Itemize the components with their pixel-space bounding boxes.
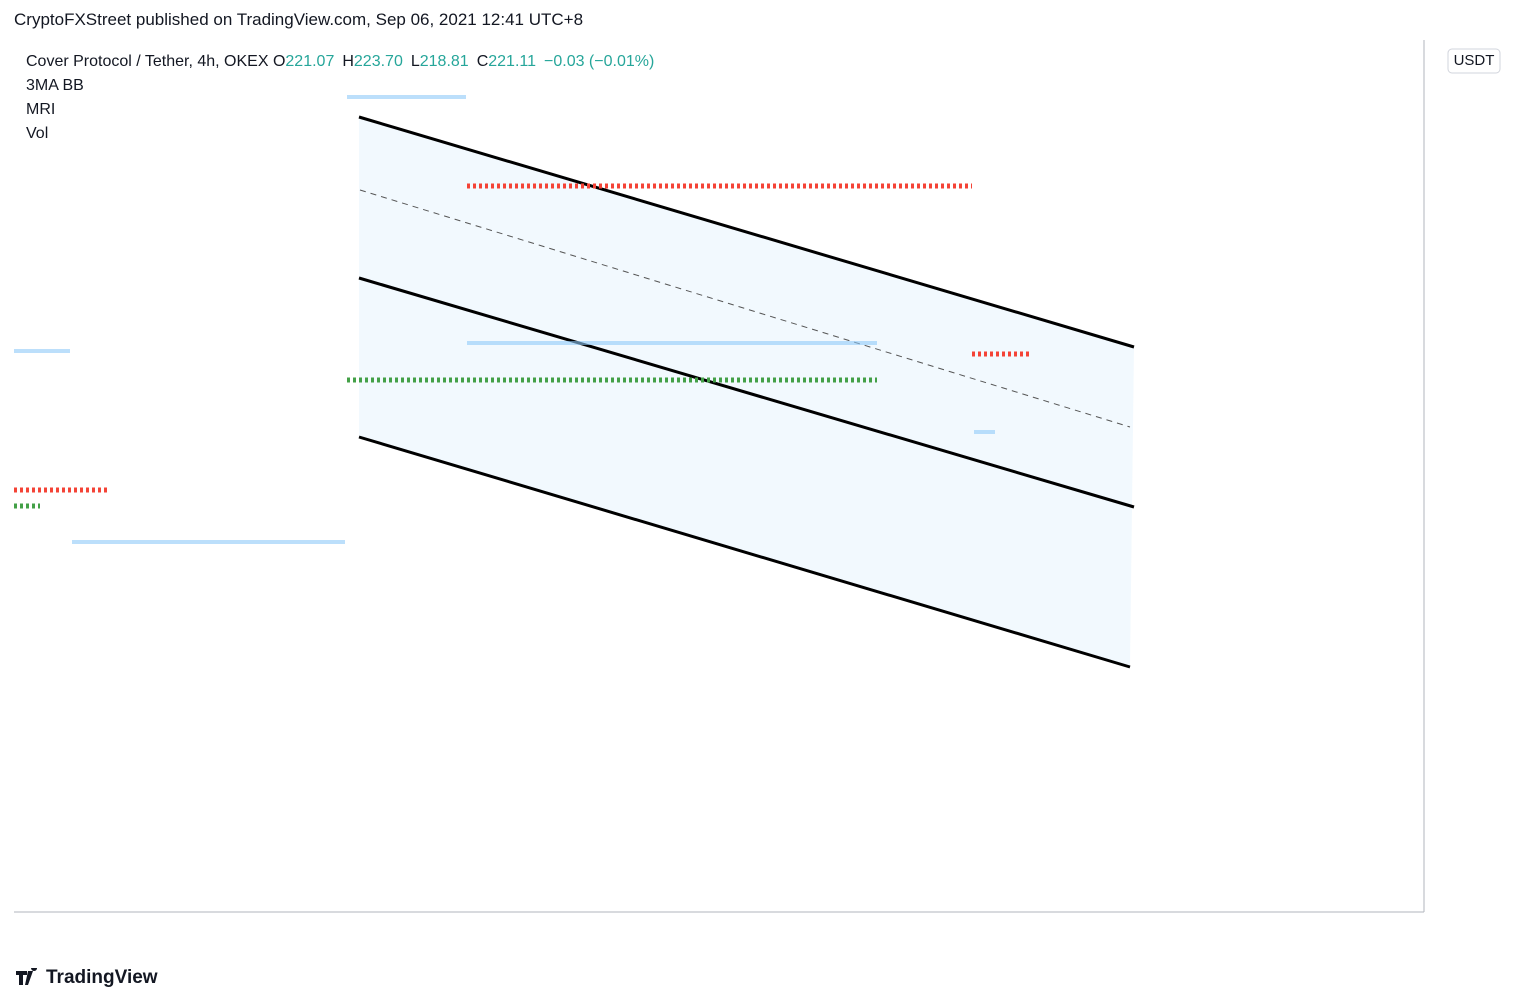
legend: Cover Protocol / Tether, 4h, OKEX O221.0… [26, 50, 654, 146]
brand: TradingView [46, 967, 158, 988]
ohlc-value: 221.07 [285, 53, 335, 70]
ohlc: O221.07 H223.70 L218.81 C221.11 [273, 53, 544, 70]
channel-midline [359, 189, 1131, 428]
published-line: CryptoFXStreet published on TradingView.… [14, 10, 584, 29]
change: −0.03 (−0.01%) [544, 53, 655, 70]
ohlc-value: 223.70 [353, 53, 403, 70]
price-axis-bg [1424, 0, 1536, 1004]
currency-box [1447, 48, 1501, 74]
ohlc-key: C [476, 53, 489, 70]
ohlc-key: L [410, 53, 420, 70]
indicator: Vol [26, 125, 49, 142]
ohlc-value: 218.81 [419, 53, 469, 70]
ohlc-key: O [272, 53, 286, 70]
channel-lower [358, 435, 1131, 669]
currency: USDT [1454, 52, 1495, 69]
indicator: MRI [26, 101, 56, 118]
channel-upper [358, 115, 1135, 349]
ohlc-key: H [342, 53, 354, 70]
indicator: 3MA BB [26, 77, 84, 94]
channel-middle [358, 276, 1135, 509]
ohlc-value: 221.11 [488, 53, 536, 70]
logo [16, 968, 38, 985]
symbol: Cover Protocol / Tether, 4h, OKEX [26, 53, 269, 70]
symbol-line: Cover Protocol / Tether, 4h, OKEX O221.0… [26, 50, 654, 74]
